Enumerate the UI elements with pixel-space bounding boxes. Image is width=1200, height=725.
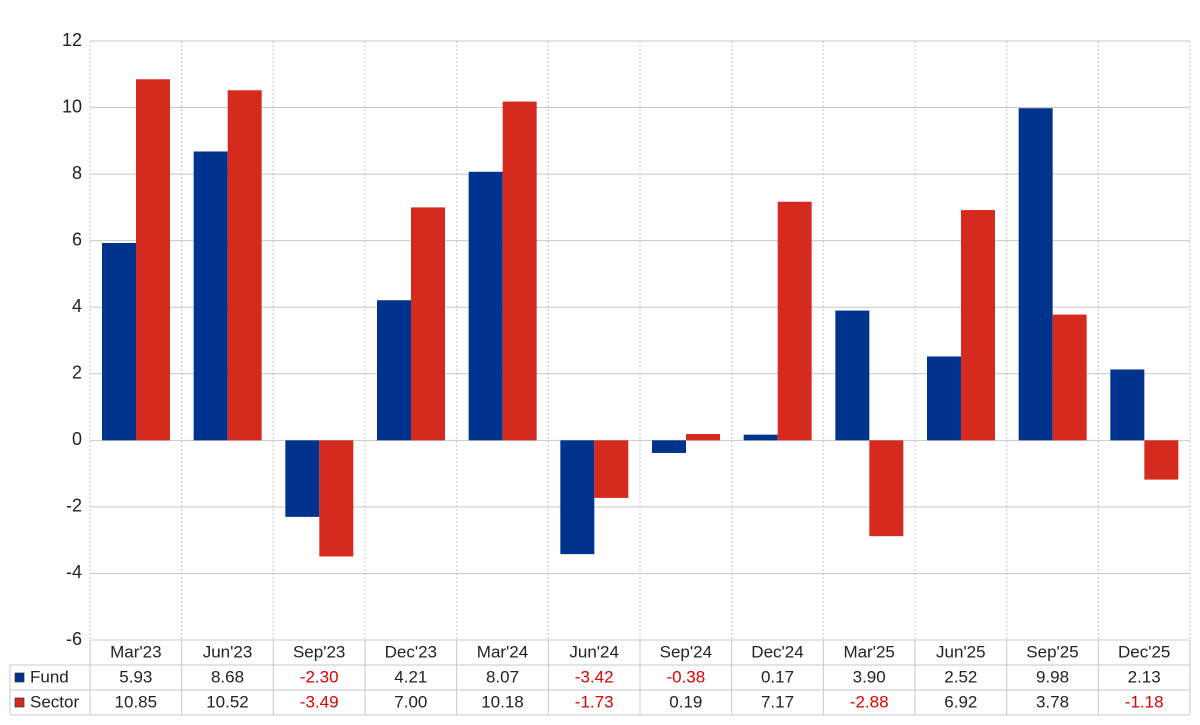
y-tick-label: 6 [72, 229, 82, 249]
x-tick-label: Mar'25 [843, 642, 894, 661]
bar [1144, 440, 1179, 480]
x-tick-label: Dec'25 [1118, 642, 1170, 661]
x-tick-label: Dec'24 [751, 642, 803, 661]
y-tick-label: 8 [72, 163, 82, 183]
table-value: 10.52 [206, 692, 249, 711]
table-value: 8.07 [486, 667, 519, 686]
legend-swatch [14, 672, 25, 683]
y-tick-label: 0 [72, 429, 82, 449]
bar [927, 356, 961, 441]
x-tick-label: Jun'24 [569, 642, 619, 661]
legend-swatch [14, 697, 25, 708]
table-value: 7.00 [394, 692, 427, 711]
table-value: 7.17 [761, 692, 794, 711]
bar [468, 171, 503, 441]
y-tick-label: 4 [72, 296, 82, 316]
table-value: -0.38 [666, 667, 705, 686]
table-value: 3.90 [853, 667, 886, 686]
bar [1052, 314, 1087, 441]
x-tick-label: Jun'23 [203, 642, 253, 661]
bar [227, 90, 262, 441]
x-tick-label: Mar'24 [477, 642, 528, 661]
bar [502, 101, 537, 441]
bar [136, 79, 170, 441]
bar [835, 310, 870, 441]
table-value: -3.42 [575, 667, 614, 686]
x-tick-label: Dec'23 [385, 642, 437, 661]
bar [743, 434, 778, 441]
y-tick-label: -4 [66, 562, 82, 582]
table-value: 9.98 [1036, 667, 1069, 686]
table-value: 2.52 [944, 667, 977, 686]
x-tick-label: Jun'25 [936, 642, 986, 661]
bar [377, 300, 411, 441]
table-value: 3.78 [1036, 692, 1069, 711]
bar [652, 440, 686, 453]
table-value: -1.18 [1125, 692, 1164, 711]
bar [319, 440, 354, 557]
bar [961, 210, 995, 441]
bar [411, 207, 445, 441]
legend-label: Sector [30, 692, 79, 711]
table-value: 6.92 [944, 692, 977, 711]
bar [686, 434, 720, 441]
table-value: 0.19 [669, 692, 702, 711]
y-tick-label: 10 [62, 96, 82, 116]
y-tick-label: 12 [62, 30, 82, 50]
table-value: -2.30 [300, 667, 339, 686]
table-value: 2.13 [1128, 667, 1161, 686]
table-value: 10.18 [481, 692, 524, 711]
table-value: 10.85 [115, 692, 158, 711]
y-tick-label: 2 [72, 363, 82, 383]
bar [594, 440, 629, 498]
bar [1110, 369, 1145, 441]
bar [869, 440, 904, 537]
bar [285, 440, 320, 517]
x-tick-label: Mar'23 [110, 642, 161, 661]
table-value: 5.93 [119, 667, 152, 686]
bar [193, 151, 228, 441]
x-tick-label: Sep'23 [293, 642, 345, 661]
table-value: 0.17 [761, 667, 794, 686]
table-value: -3.49 [300, 692, 339, 711]
bar [777, 201, 812, 441]
legend-label: Fund [30, 667, 69, 686]
bar [102, 242, 136, 441]
table-value: -2.88 [850, 692, 889, 711]
table-value: -1.73 [575, 692, 614, 711]
y-tick-label: -6 [66, 629, 82, 649]
bar [560, 440, 595, 555]
x-tick-label: Sep'25 [1026, 642, 1078, 661]
y-tick-label: -2 [66, 496, 82, 516]
table-value: 4.21 [394, 667, 427, 686]
bar [1018, 108, 1053, 441]
x-tick-label: Sep'24 [660, 642, 712, 661]
table-value: 8.68 [211, 667, 244, 686]
